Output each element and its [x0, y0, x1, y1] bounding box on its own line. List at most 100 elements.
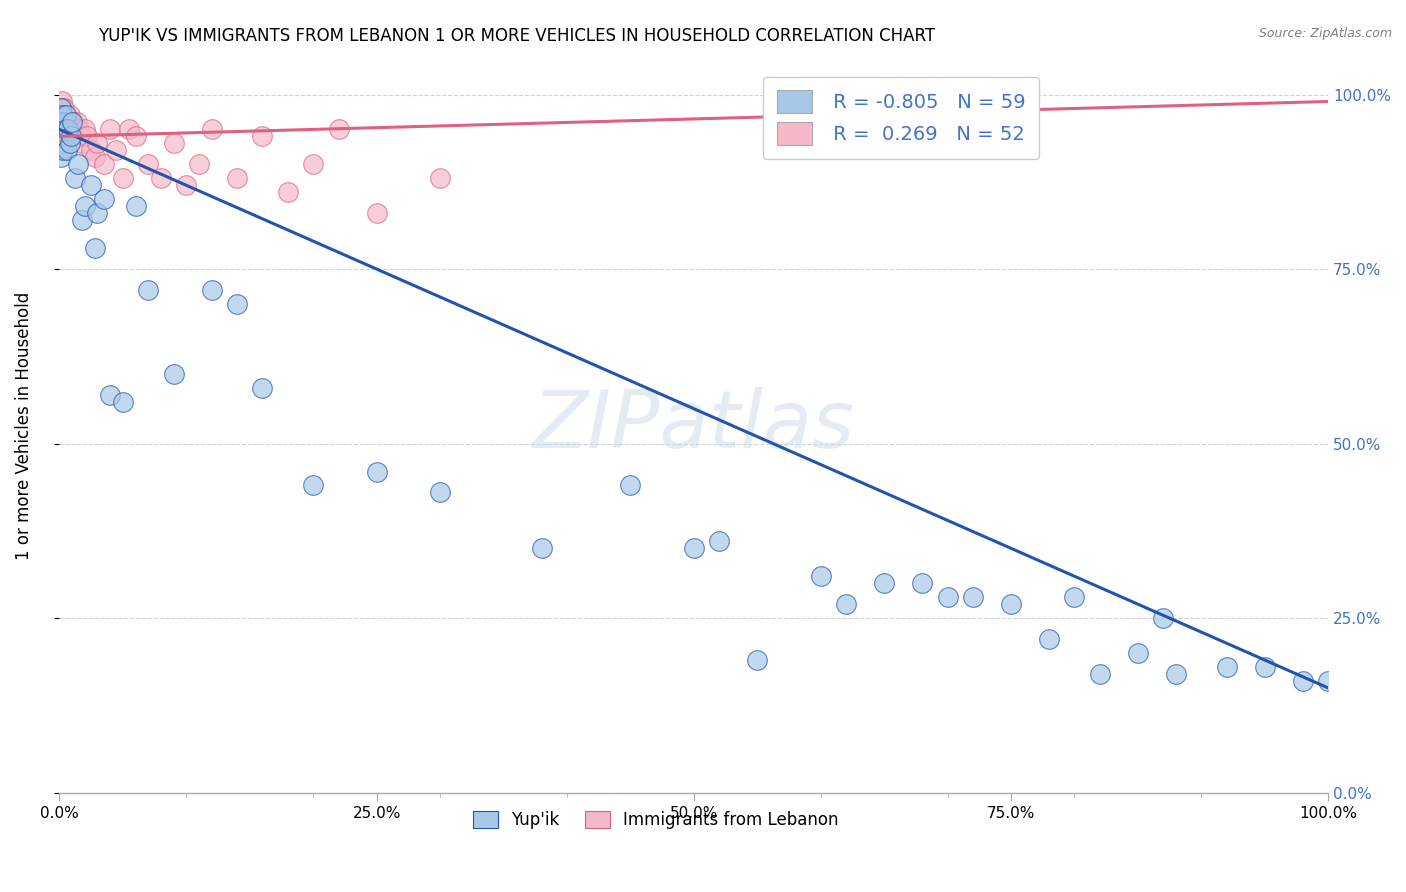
- Immigrants from Lebanon: [52, 102, 75, 116]
- Immigrants from Lebanon: [51, 108, 73, 122]
- Yup'ik: [1063, 590, 1085, 604]
- Yup'ik: [49, 136, 72, 151]
- Immigrants from Lebanon: [73, 122, 96, 136]
- Yup'ik: [226, 297, 249, 311]
- Immigrants from Lebanon: [429, 171, 451, 186]
- Immigrants from Lebanon: [53, 115, 76, 129]
- Immigrants from Lebanon: [51, 95, 73, 109]
- Yup'ik: [366, 465, 388, 479]
- Yup'ik: [51, 122, 73, 136]
- Yup'ik: [1038, 632, 1060, 646]
- Immigrants from Lebanon: [118, 122, 141, 136]
- Yup'ik: [55, 122, 77, 136]
- Y-axis label: 1 or more Vehicles in Household: 1 or more Vehicles in Household: [15, 292, 32, 560]
- Immigrants from Lebanon: [105, 144, 128, 158]
- Yup'ik: [1000, 597, 1022, 611]
- Yup'ik: [80, 178, 103, 193]
- Yup'ik: [98, 388, 121, 402]
- Yup'ik: [1126, 646, 1149, 660]
- Immigrants from Lebanon: [51, 122, 73, 136]
- Immigrants from Lebanon: [51, 115, 73, 129]
- Yup'ik: [429, 485, 451, 500]
- Yup'ik: [1254, 660, 1277, 674]
- Yup'ik: [873, 576, 896, 591]
- Yup'ik: [162, 367, 184, 381]
- Immigrants from Lebanon: [84, 150, 107, 164]
- Immigrants from Lebanon: [162, 136, 184, 151]
- Immigrants from Lebanon: [70, 129, 93, 144]
- Yup'ik: [1215, 660, 1237, 674]
- Yup'ik: [58, 136, 80, 151]
- Immigrants from Lebanon: [252, 129, 274, 144]
- Yup'ik: [252, 381, 274, 395]
- Immigrants from Lebanon: [63, 129, 86, 144]
- Immigrants from Lebanon: [201, 122, 224, 136]
- Yup'ik: [747, 653, 769, 667]
- Yup'ik: [49, 115, 72, 129]
- Yup'ik: [1317, 673, 1340, 688]
- Immigrants from Lebanon: [49, 122, 72, 136]
- Yup'ik: [86, 206, 108, 220]
- Text: YUP'IK VS IMMIGRANTS FROM LEBANON 1 OR MORE VEHICLES IN HOUSEHOLD CORRELATION CH: YUP'IK VS IMMIGRANTS FROM LEBANON 1 OR M…: [98, 27, 935, 45]
- Immigrants from Lebanon: [111, 171, 134, 186]
- Immigrants from Lebanon: [58, 122, 80, 136]
- Immigrants from Lebanon: [58, 108, 80, 122]
- Yup'ik: [201, 283, 224, 297]
- Yup'ik: [84, 241, 107, 255]
- Immigrants from Lebanon: [49, 115, 72, 129]
- Yup'ik: [530, 541, 553, 556]
- Immigrants from Lebanon: [49, 108, 72, 122]
- Yup'ik: [1088, 667, 1111, 681]
- Yup'ik: [302, 478, 325, 492]
- Immigrants from Lebanon: [277, 186, 299, 200]
- Text: Source: ZipAtlas.com: Source: ZipAtlas.com: [1258, 27, 1392, 40]
- Yup'ik: [51, 136, 73, 151]
- Yup'ik: [56, 144, 79, 158]
- Immigrants from Lebanon: [93, 157, 115, 171]
- Immigrants from Lebanon: [53, 102, 76, 116]
- Immigrants from Lebanon: [67, 122, 90, 136]
- Immigrants from Lebanon: [226, 171, 249, 186]
- Yup'ik: [962, 590, 984, 604]
- Immigrants from Lebanon: [98, 122, 121, 136]
- Yup'ik: [70, 213, 93, 227]
- Text: ZIPatlas: ZIPatlas: [533, 387, 855, 465]
- Yup'ik: [124, 199, 146, 213]
- Yup'ik: [619, 478, 641, 492]
- Yup'ik: [936, 590, 959, 604]
- Immigrants from Lebanon: [52, 108, 75, 122]
- Yup'ik: [60, 115, 83, 129]
- Yup'ik: [707, 534, 730, 549]
- Immigrants from Lebanon: [70, 136, 93, 151]
- Immigrants from Lebanon: [49, 136, 72, 151]
- Immigrants from Lebanon: [149, 171, 172, 186]
- Yup'ik: [53, 129, 76, 144]
- Yup'ik: [59, 129, 82, 144]
- Legend: Yup'ik, Immigrants from Lebanon: Yup'ik, Immigrants from Lebanon: [467, 804, 845, 836]
- Yup'ik: [63, 171, 86, 186]
- Yup'ik: [682, 541, 704, 556]
- Immigrants from Lebanon: [174, 178, 197, 193]
- Immigrants from Lebanon: [76, 129, 98, 144]
- Immigrants from Lebanon: [366, 206, 388, 220]
- Immigrants from Lebanon: [188, 157, 211, 171]
- Immigrants from Lebanon: [59, 115, 82, 129]
- Yup'ik: [810, 569, 832, 583]
- Yup'ik: [73, 199, 96, 213]
- Immigrants from Lebanon: [66, 115, 89, 129]
- Yup'ik: [52, 115, 75, 129]
- Yup'ik: [835, 597, 858, 611]
- Immigrants from Lebanon: [60, 122, 83, 136]
- Yup'ik: [911, 576, 934, 591]
- Immigrants from Lebanon: [49, 102, 72, 116]
- Immigrants from Lebanon: [62, 115, 84, 129]
- Yup'ik: [52, 144, 75, 158]
- Yup'ik: [49, 150, 72, 164]
- Immigrants from Lebanon: [55, 122, 77, 136]
- Yup'ik: [49, 122, 72, 136]
- Yup'ik: [1292, 673, 1315, 688]
- Yup'ik: [58, 122, 80, 136]
- Immigrants from Lebanon: [56, 115, 79, 129]
- Yup'ik: [55, 108, 77, 122]
- Yup'ik: [136, 283, 159, 297]
